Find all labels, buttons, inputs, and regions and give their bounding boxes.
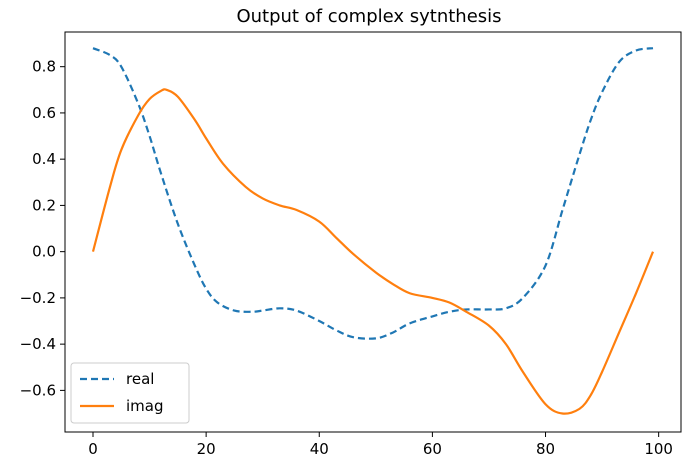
y-tick-label: 0.6 — [32, 104, 56, 122]
series-line-imag — [91, 88, 655, 415]
y-tick-label: −0.4 — [20, 335, 56, 353]
legend-label-real: real — [126, 370, 154, 388]
x-tick-label: 20 — [197, 440, 216, 458]
y-tick-label: 0.2 — [32, 196, 56, 214]
series-line-real — [92, 47, 654, 340]
plot-frame — [64, 31, 682, 433]
legend: real imag — [70, 362, 190, 424]
legend-box — [70, 362, 190, 424]
x-tick-label: 40 — [310, 440, 329, 458]
y-tick-label: 0.8 — [32, 58, 56, 76]
x-tick-label: 0 — [88, 440, 98, 458]
x-tick-label: 60 — [423, 440, 442, 458]
x-tick-label: 100 — [644, 440, 673, 458]
chart-title: Output of complex sytnthesis — [236, 6, 501, 27]
legend-label-imag: imag — [126, 397, 164, 415]
y-tick-label: −0.6 — [20, 381, 56, 399]
x-tick-label: 80 — [536, 440, 555, 458]
y-tick-label: 0.4 — [32, 150, 56, 168]
y-tick-label: −0.2 — [20, 289, 56, 307]
y-tick-label: 0.0 — [32, 243, 56, 261]
